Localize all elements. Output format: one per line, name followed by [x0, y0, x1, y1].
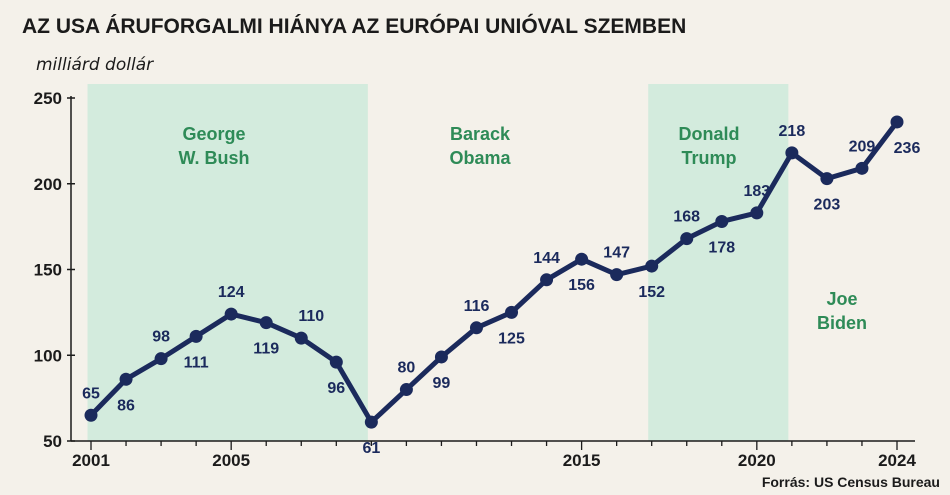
data-point	[715, 214, 729, 228]
data-point	[364, 415, 378, 429]
chart-title: AZ USA ÁRUFORGALMI HIÁNYA AZ EURÓPAI UNI…	[22, 14, 686, 38]
data-label: 156	[568, 277, 595, 294]
presidency-bands: George W. Bush Barack Obama Donald Trump Joe Bi…	[87, 84, 867, 441]
data-point	[750, 206, 764, 220]
y-tick-label: 200	[34, 175, 62, 194]
data-point	[329, 355, 343, 369]
data-label: 124	[218, 284, 245, 301]
data-point	[189, 329, 203, 343]
y-tick-label: 100	[34, 346, 62, 365]
data-label: 65	[82, 385, 100, 402]
president-label: Trump	[681, 148, 736, 168]
data-point	[119, 372, 133, 386]
presidency-band	[648, 84, 789, 441]
data-line	[88, 119, 900, 425]
data-label: 86	[117, 397, 135, 414]
data-point	[294, 331, 308, 345]
data-label: 111	[184, 354, 209, 371]
plot-area: 65 86 98 111 124 119 110 96 61 80 99 116 125 144 156 14…	[82, 115, 921, 457]
presidency-band	[87, 84, 368, 441]
president-label: Biden	[817, 313, 867, 333]
data-label: 209	[849, 138, 876, 155]
data-label: 203	[814, 197, 841, 214]
data-point	[469, 321, 483, 335]
x-tick-label: 2001	[72, 451, 110, 470]
data-label: 144	[533, 250, 560, 267]
data-label: 116	[464, 298, 490, 315]
data-label: 236	[894, 140, 921, 157]
data-point	[259, 316, 273, 330]
data-label: 168	[673, 209, 700, 226]
data-point	[785, 146, 799, 160]
data-label: 110	[298, 308, 324, 325]
data-label: 119	[253, 341, 279, 358]
data-label: 99	[433, 375, 451, 392]
data-point	[154, 352, 168, 366]
data-label: 218	[779, 123, 806, 140]
data-label: 125	[498, 330, 525, 347]
president-label: W. Bush	[179, 148, 250, 168]
x-tick-label: 2020	[738, 451, 776, 470]
data-label: 183	[743, 183, 770, 200]
data-label: 96	[327, 380, 345, 397]
data-point	[434, 350, 448, 364]
data-label: 61	[362, 440, 380, 457]
data-label: 80	[397, 360, 415, 377]
data-label: 178	[708, 239, 735, 256]
data-point	[399, 383, 413, 397]
data-label: 147	[603, 245, 630, 262]
data-point	[680, 232, 694, 246]
axes: 50 100 150 200 250 2001 2005 2015 2020 2024	[34, 89, 917, 470]
data-point	[540, 273, 554, 287]
data-label: 98	[152, 329, 170, 346]
x-tick-label: 2015	[563, 451, 601, 470]
president-label: Obama	[449, 148, 511, 168]
data-label: 152	[638, 284, 665, 301]
data-point	[820, 172, 834, 186]
data-point	[575, 252, 589, 266]
president-label: Barack	[450, 124, 511, 144]
y-tick-label: 150	[34, 261, 62, 280]
x-tick-label: 2024	[878, 451, 916, 470]
data-point	[505, 305, 519, 319]
x-tick-label: 2005	[212, 451, 250, 470]
source-note: Forrás: US Census Bureau	[762, 474, 940, 490]
data-point	[855, 161, 869, 175]
chart-subtitle: milliárd dollár	[36, 55, 154, 75]
data-point	[610, 268, 624, 282]
president-label: Joe	[826, 289, 857, 309]
data-point	[645, 259, 659, 273]
data-point	[84, 408, 98, 422]
president-label: Donald	[679, 124, 740, 144]
data-point	[890, 115, 904, 129]
y-tick-label: 50	[43, 432, 62, 451]
y-tick-label: 250	[34, 89, 62, 108]
president-label: George	[182, 124, 245, 144]
data-point	[224, 307, 238, 321]
